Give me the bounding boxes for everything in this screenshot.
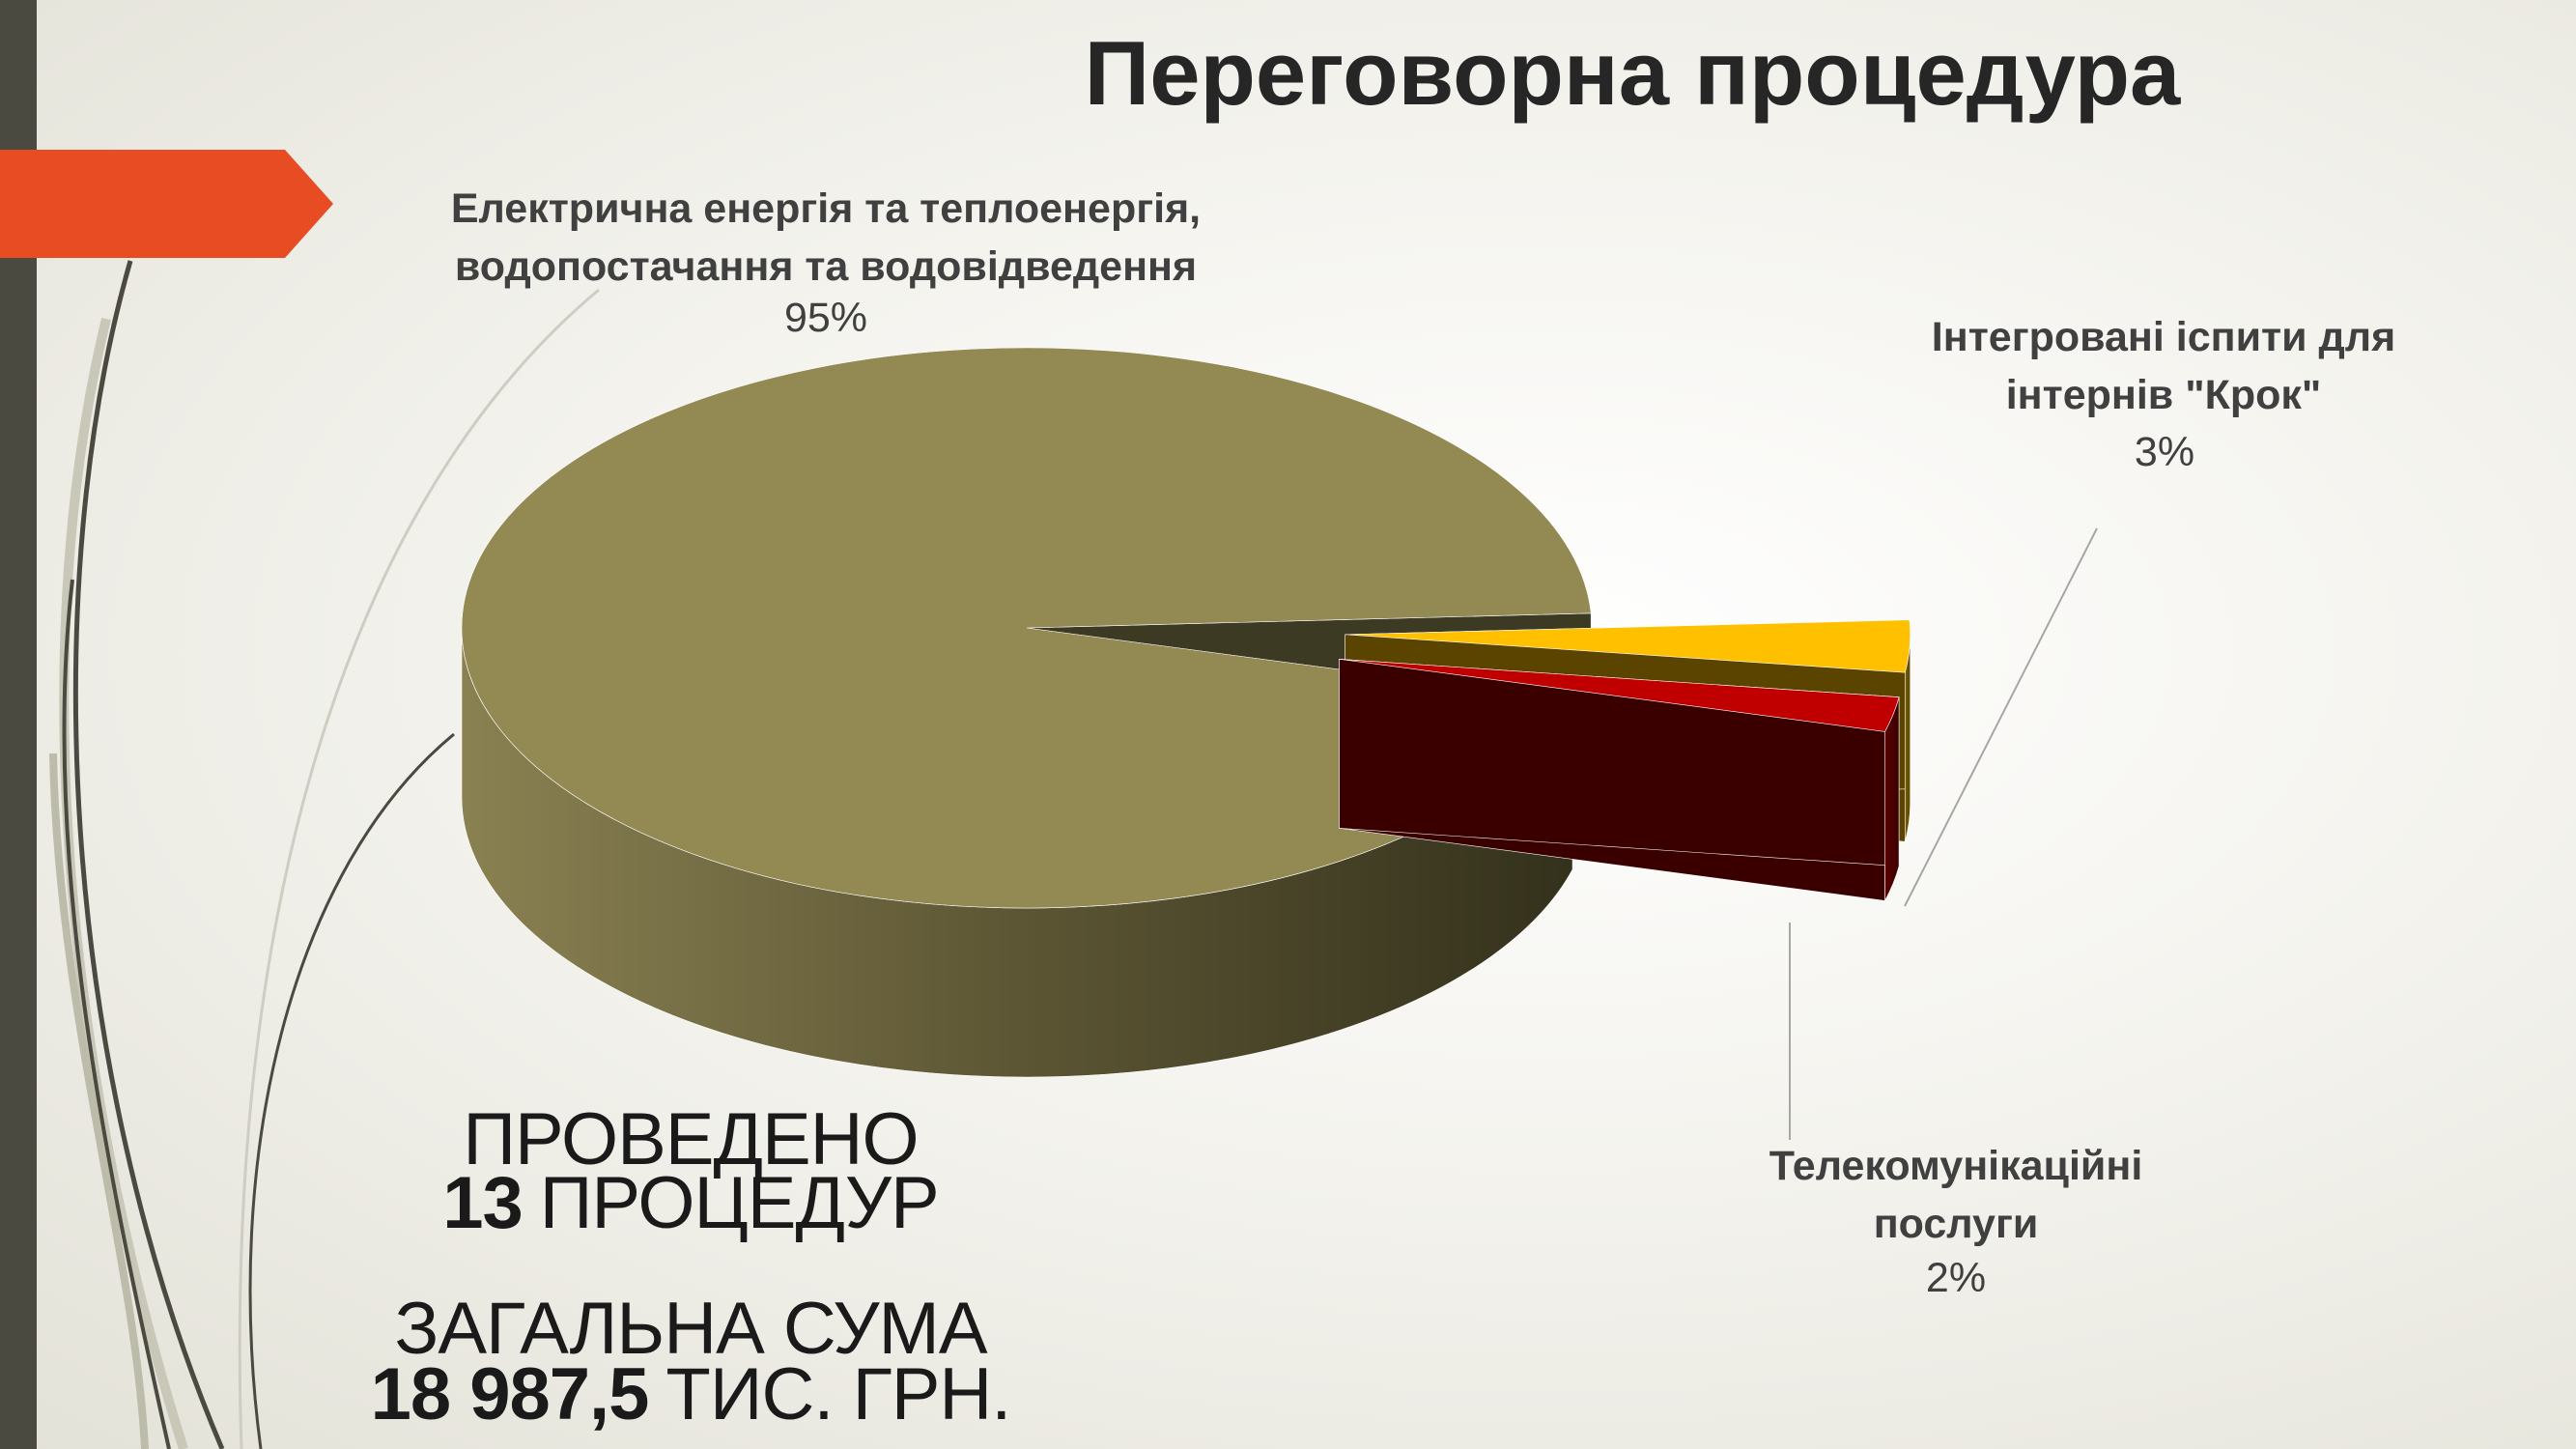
decor-curves xyxy=(49,260,600,1449)
value-label: 2% xyxy=(1925,1255,1987,1301)
summary-text: ПРОВЕДЕНО xyxy=(463,1098,919,1180)
value-label: 95% xyxy=(783,295,868,341)
summary-text: ЗАГАЛЬНА СУМА xyxy=(394,1288,987,1370)
accent-arrow xyxy=(0,150,333,258)
pie-slice xyxy=(1345,619,1911,673)
summary-line: 13 ПРОЦЕДУР xyxy=(290,1167,1091,1240)
summary-text: ПРОЦЕДУР xyxy=(539,1162,940,1244)
pie-slice xyxy=(1339,659,1900,732)
pie xyxy=(461,347,1911,1078)
summary-number: 18 987,5 xyxy=(370,1353,650,1435)
summary-number: 13 xyxy=(442,1162,524,1244)
slice-label: Телекомунікаційні послуги xyxy=(1769,1143,2143,1247)
summary-line: 18 987,5 ТИС. ГРН. xyxy=(290,1358,1091,1432)
pie-slice xyxy=(461,347,1592,909)
slide-title: Переговорна процедура xyxy=(1084,22,2181,124)
value-label: 3% xyxy=(2134,429,2195,475)
summary-text: ТИС. ГРН. xyxy=(665,1353,1011,1435)
slice-label: Інтегровані іспити для інтернів "Крок" xyxy=(1931,314,2396,418)
slice-label: Електрична енергія та теплоенергія, водо… xyxy=(450,185,1202,290)
leader-line xyxy=(1904,527,2098,907)
